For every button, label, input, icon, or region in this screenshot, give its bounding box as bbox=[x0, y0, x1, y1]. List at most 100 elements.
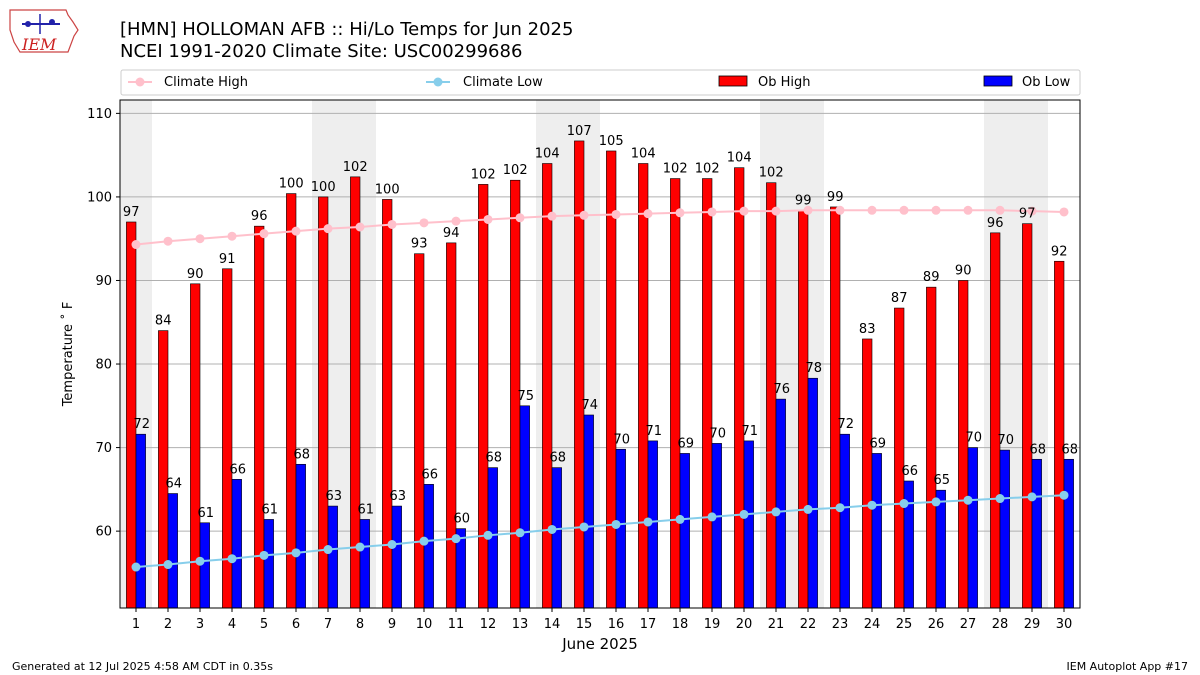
chart-subtitle: NCEI 1991-2020 Climate Site: USC00299686 bbox=[120, 41, 522, 62]
ob-high-label: 104 bbox=[727, 151, 752, 166]
footer-app: IEM Autoplot App #17 bbox=[1067, 660, 1189, 673]
ob-high-label: 105 bbox=[599, 134, 624, 149]
ob-high-label: 107 bbox=[567, 124, 592, 139]
ob-low-label: 63 bbox=[390, 489, 407, 504]
climate-low-point bbox=[643, 517, 653, 527]
ob-high-bar bbox=[286, 193, 297, 609]
legend-climate-high: Climate High bbox=[128, 75, 248, 90]
ob-high-label: 87 bbox=[891, 291, 908, 306]
x-tick-label: 16 bbox=[608, 617, 625, 632]
ob-low-bar bbox=[135, 433, 146, 609]
climate-high-point bbox=[739, 206, 749, 216]
ob-low-label: 71 bbox=[742, 424, 759, 439]
climate-high-point bbox=[451, 216, 461, 226]
ob-high-bar bbox=[702, 178, 713, 609]
ob-high-bar bbox=[126, 221, 137, 609]
x-tick-label: 28 bbox=[992, 617, 1009, 632]
x-tick-label: 3 bbox=[196, 617, 204, 632]
ob-low-bar bbox=[583, 414, 594, 609]
x-tick-label: 20 bbox=[736, 617, 753, 632]
climate-high-point bbox=[867, 205, 877, 215]
climate-low-point bbox=[963, 495, 973, 505]
x-tick-label: 5 bbox=[260, 617, 268, 632]
x-tick-label: 25 bbox=[896, 617, 913, 632]
ob-high-bar bbox=[734, 167, 745, 609]
ob-high-bar bbox=[478, 184, 489, 609]
climate-low-point bbox=[163, 560, 173, 570]
ob-high-bar bbox=[1022, 223, 1033, 609]
ob-high-bar bbox=[446, 242, 457, 609]
climate-low-marker-icon bbox=[433, 77, 443, 87]
ob-high-swatch-icon bbox=[718, 75, 748, 87]
y-axis-label: Temperature ˚ F bbox=[60, 302, 76, 408]
ob-low-bar bbox=[263, 519, 274, 609]
ob-high-label: 100 bbox=[375, 182, 400, 197]
ob-low-label: 64 bbox=[166, 477, 183, 492]
ob-high-label: 96 bbox=[251, 209, 268, 224]
ob-low-label: 68 bbox=[294, 447, 311, 462]
ob-low-label: 61 bbox=[358, 502, 375, 517]
grid-lines bbox=[120, 112, 1080, 532]
ob-high-label: 102 bbox=[343, 160, 368, 175]
climate-low-point bbox=[899, 499, 909, 509]
climate-high-point bbox=[227, 231, 237, 241]
x-tick-label: 1 bbox=[132, 617, 140, 632]
x-tick-label: 14 bbox=[544, 617, 561, 632]
climate-high-point bbox=[675, 208, 685, 218]
ob-low-bar bbox=[167, 493, 178, 609]
ob-high-label: 94 bbox=[443, 226, 460, 241]
ob-low-bar bbox=[1063, 458, 1074, 609]
climate-high-point bbox=[835, 205, 845, 215]
x-tick-label: 19 bbox=[704, 617, 721, 632]
climate-low-point bbox=[483, 530, 493, 540]
climate-high-point bbox=[355, 222, 365, 232]
ob-low-label: 65 bbox=[934, 473, 951, 488]
ob-high-label: 97 bbox=[123, 205, 140, 220]
x-tick-label: 26 bbox=[928, 617, 945, 632]
climate-low-point bbox=[579, 522, 589, 532]
ob-high-label: 83 bbox=[859, 322, 876, 337]
y-tick-label: 80 bbox=[95, 358, 112, 373]
climate-low-point bbox=[739, 509, 749, 519]
climate-high-point bbox=[643, 209, 653, 219]
climate-low-point bbox=[707, 512, 717, 522]
climate-low-point bbox=[867, 500, 877, 510]
ob-low-bar bbox=[519, 405, 530, 609]
ob-high-bar bbox=[830, 206, 841, 609]
ob-high-label: 91 bbox=[219, 252, 236, 267]
ob-low-bar bbox=[679, 453, 690, 609]
climate-high-point bbox=[931, 205, 941, 215]
ob-high-label: 102 bbox=[695, 162, 720, 177]
ob-low-label: 66 bbox=[230, 462, 247, 477]
ob-low-bar bbox=[871, 453, 882, 609]
climate-high-point bbox=[547, 211, 557, 221]
ob-high-label: 102 bbox=[503, 163, 528, 178]
plot-frame bbox=[119, 99, 1081, 609]
legend: Climate High Climate Low Ob High Ob Low bbox=[120, 69, 1081, 96]
ob-high-label: 100 bbox=[311, 180, 336, 195]
ob-high-bar bbox=[926, 286, 937, 609]
ob-high-bar bbox=[254, 225, 265, 609]
climate-low-point bbox=[259, 550, 269, 560]
climate-high-point bbox=[579, 210, 589, 220]
x-axis-label: June 2025 bbox=[561, 635, 638, 653]
ob-high-label: 93 bbox=[411, 237, 428, 252]
y-tick-label: 60 bbox=[95, 525, 112, 540]
data-labels: 97 72 84 64 90 61 91 66 96 61 100 68 100 63 102 61 100 63… bbox=[123, 124, 1078, 527]
ob-high-label: 97 bbox=[1019, 207, 1036, 222]
climate-high-point bbox=[163, 236, 173, 246]
climate-high-point bbox=[419, 218, 429, 228]
climate-high-point bbox=[259, 229, 269, 239]
ob-high-label: 100 bbox=[279, 177, 304, 192]
ob-low-label: 75 bbox=[518, 389, 535, 404]
x-tick-label: 13 bbox=[512, 617, 529, 632]
legend-label-climate-low: Climate Low bbox=[463, 75, 543, 90]
ob-low-bar bbox=[775, 398, 786, 609]
x-tick-label: 11 bbox=[448, 617, 465, 632]
climate-high-point bbox=[899, 205, 909, 215]
x-tick-label: 7 bbox=[324, 617, 332, 632]
x-tick-label: 18 bbox=[672, 617, 689, 632]
ob-low-bar bbox=[743, 440, 754, 609]
x-tick-label: 12 bbox=[480, 617, 497, 632]
climate-low-point bbox=[515, 528, 525, 538]
